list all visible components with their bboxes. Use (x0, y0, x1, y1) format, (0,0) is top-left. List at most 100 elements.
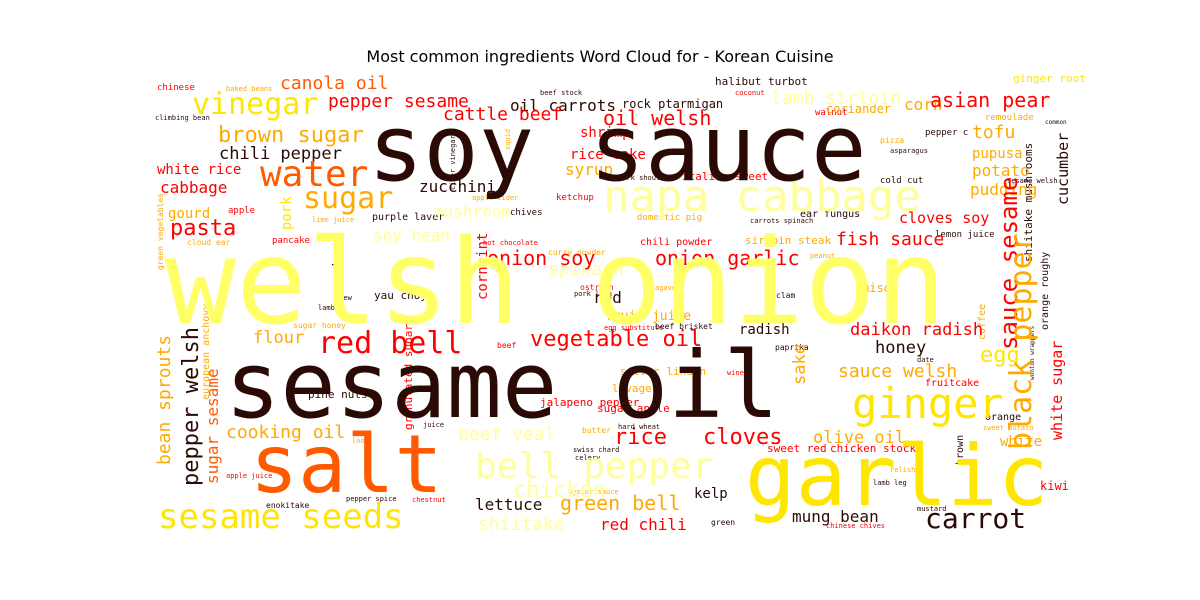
word-italian-sweet: italian sweet (682, 170, 768, 183)
word-oyster-sauce: oyster sauce (568, 488, 619, 496)
word-onion-garlic: onion garlic (655, 246, 800, 270)
word-pine-nuts: pine nuts (308, 388, 368, 401)
word-cucumber: cucumber (1054, 133, 1072, 205)
word-wine: wine (727, 369, 744, 377)
word-water: water (260, 154, 368, 195)
word-pudding: pudding (970, 180, 1037, 199)
word-lovage: lovage (612, 382, 652, 395)
word-domestic-pig: domestic pig (637, 213, 702, 223)
word-vegetable-oil: vegetable oil (530, 327, 702, 352)
word-relish: relish (890, 466, 915, 474)
word-pepper-welsh: pepper welsh (179, 327, 204, 486)
word-chestnut: chestnut (412, 496, 446, 504)
word-spinach: spinach (548, 259, 624, 280)
word-halibut-turbot: halibut turbot (715, 75, 808, 88)
word-shrimp: shrimp (580, 125, 631, 141)
word-lime-juice: lime juice (312, 216, 354, 224)
word-ginger-root: ginger root (1013, 72, 1086, 85)
word-canola-oil: canola oil (280, 73, 388, 94)
word-daikon-radish: daikon radish (850, 320, 983, 340)
word-apple: apple (228, 206, 255, 216)
word-red-chili: red chili (600, 515, 687, 534)
word-olive-oil: olive oil (813, 428, 905, 448)
word-swiss-chard: swiss chard (573, 446, 619, 454)
word-date: date (917, 356, 934, 364)
word-orange: orange (985, 412, 1021, 423)
word-jalapeno-pepper: jalapeno pepper (540, 396, 640, 409)
word-coffee: coffee (977, 304, 988, 340)
word-potato: potato (972, 161, 1030, 180)
word-ear-fungus: ear fungus (800, 209, 860, 220)
word-celery: celery (575, 454, 600, 462)
word-curry-powder: curry powder (548, 248, 606, 257)
word-mushroom: mushroom (434, 202, 511, 221)
word-brown: brown (955, 435, 966, 465)
word-pepper-sesame: pepper sesame (328, 91, 469, 112)
word-orange-roughy: orange roughy (1040, 252, 1051, 330)
word-kelp: kelp (694, 486, 728, 502)
word-juice: juice (423, 421, 444, 429)
word-white-sugar: white sugar (1048, 341, 1066, 440)
word-flour: flour (253, 328, 304, 348)
word-soy-sauce: soy sauce (368, 95, 867, 202)
word-shiitake-mushrooms: shiitake mushrooms (1022, 143, 1035, 262)
word-hard-wheat: hard wheat (618, 423, 660, 431)
word-beef: beef (497, 341, 516, 350)
word-gourd: gourd (168, 206, 210, 222)
word-apple-cider: apple cider (472, 194, 518, 202)
word-soy-bean: soy bean (373, 226, 450, 245)
word-yau-choy: yau choy (374, 289, 427, 302)
word-cloves: cloves (703, 425, 782, 450)
word-salt: salt (250, 418, 443, 511)
word-egg-substitute: egg substitute (604, 324, 663, 332)
word-honey: honey (875, 338, 926, 358)
word-fish-sauce: fish sauce (836, 229, 944, 250)
word-chicken: chicken (513, 478, 606, 503)
word-syrup: syrup (565, 160, 613, 179)
word-radish: radish (739, 322, 790, 338)
word-bell-pepper: bell pepper (475, 446, 713, 487)
word-wheat: wheat (331, 233, 347, 275)
word-rice-cake: rice cake (570, 147, 646, 163)
word-pepper-spice: pepper spice (346, 495, 397, 503)
word-bean-sprouts: bean sprouts (154, 335, 175, 465)
word-sugar-honey: sugar honey (293, 321, 346, 330)
word-enokitake: enokitake (266, 501, 310, 510)
word-mustard: mustard (917, 505, 947, 513)
word-black-pepper: black pepper (1004, 233, 1039, 450)
word-rock-ptarmigan: rock ptarmigan (622, 97, 723, 111)
word-agave: agave (655, 284, 676, 292)
word-paprika: paprika (775, 343, 809, 352)
word-butter: butter (582, 426, 611, 435)
word-ostrich: ostrich (580, 283, 614, 292)
word-cider-vinegar: cider vinegar (449, 135, 457, 190)
word-coriander: coriander (826, 102, 891, 116)
word-cloves-soy: cloves soy (899, 209, 989, 227)
word-sugar-apple: sugar apple (597, 402, 670, 415)
word-white-rice: white rice (157, 162, 241, 178)
word-look: look (352, 437, 370, 445)
word-shiitake: shiitake (478, 514, 565, 535)
word-pupusa: pupusa (972, 146, 1023, 162)
word-pork-shoulder: pork shoulder (618, 174, 673, 182)
word-asian-pear: asian pear (930, 88, 1050, 112)
word-beef-veal: beef veal (458, 424, 556, 445)
word-purple-laver: purple laver (372, 212, 444, 223)
word-welsh-onion: welsh onion (165, 213, 946, 351)
word-sake: sake (790, 344, 810, 385)
word-baked-beans: baked beans (226, 85, 272, 93)
word-pork: pork (279, 196, 295, 230)
word-cold-cut: cold cut (880, 176, 923, 186)
word-beef-brisket: beef brisket (655, 322, 713, 331)
word-egg: egg (980, 343, 1020, 368)
word-apple-juice: apple juice (226, 472, 272, 480)
word-onion-soy: onion soy (487, 246, 595, 270)
word-sugar: sugar (303, 181, 393, 216)
word-sesame-welsh: sesame welsh (1007, 177, 1058, 185)
word-chives: chives (510, 208, 543, 218)
word-walnut: walnut (815, 108, 848, 118)
chart-title: Most common ingredients Word Cloud for -… (366, 47, 834, 66)
word-beef-stock: beef stock (540, 89, 583, 97)
word-granulated-sugar: granulated sugar (402, 324, 415, 430)
word-red-bell: red bell (318, 326, 463, 361)
